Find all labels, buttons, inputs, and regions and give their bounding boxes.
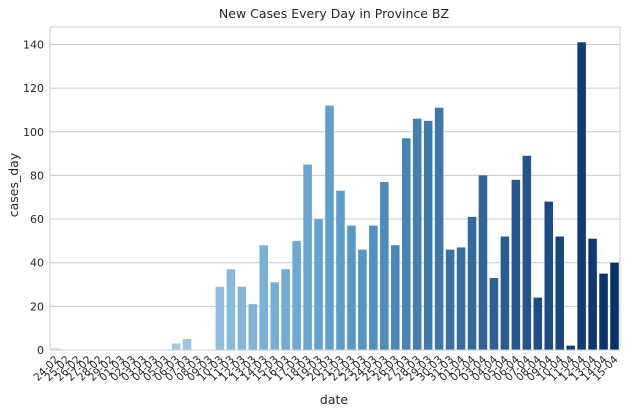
- x-axis-label: date: [320, 392, 348, 407]
- bar-05-04: [500, 236, 510, 350]
- bar-14-04: [599, 273, 608, 350]
- bar-25-03: [380, 181, 389, 350]
- bar-06-03: [171, 343, 181, 350]
- bar-04-04: [489, 277, 499, 350]
- chart-title: New Cases Every Day in Province BZ: [219, 6, 449, 21]
- bar-30-03: [434, 107, 444, 350]
- bar-13-03: [248, 304, 258, 350]
- bar-31-03: [445, 249, 455, 350]
- bar-13-04: [588, 238, 597, 350]
- bar-15-03: [270, 282, 279, 350]
- y-axis-label: cases_day: [6, 152, 21, 217]
- y-tick-labels: 0 20 40 60 80 100 120 140: [23, 38, 44, 357]
- bar-12-03: [237, 286, 247, 350]
- bar-19-03: [314, 219, 323, 350]
- bar-23-03: [358, 249, 367, 350]
- y-tick-label: 60: [30, 213, 44, 226]
- bar-29-03: [423, 120, 433, 350]
- bar-06-04: [511, 179, 521, 350]
- bar-16-03: [281, 269, 290, 350]
- y-tick-label: 0: [37, 344, 44, 357]
- bar-24-03: [369, 225, 378, 350]
- bar-12-04: [577, 42, 586, 350]
- bar-26-03: [391, 245, 400, 350]
- bar-01-04: [456, 247, 466, 350]
- bar-15-04: [610, 262, 619, 350]
- bar-24-02: [51, 347, 60, 350]
- bar-22-03: [347, 225, 356, 350]
- bar-11-03: [226, 269, 236, 350]
- bar-07-03: [182, 339, 192, 350]
- bar-10-03: [215, 286, 225, 350]
- bars: [51, 42, 619, 350]
- y-tick-label: 40: [30, 257, 44, 270]
- bar-20-03: [325, 105, 334, 350]
- y-tick-label: 100: [23, 126, 44, 139]
- bar-02-04: [467, 216, 477, 350]
- plot-area-frame: [49, 26, 621, 351]
- bar-03-04: [478, 175, 488, 350]
- x-tick-labels: 24-0225-0226-0227-0228-0229-0201-0302-03…: [32, 353, 621, 383]
- bar-09-04: [544, 201, 554, 350]
- bar-17-03: [292, 240, 301, 350]
- bar-07-04: [522, 155, 532, 350]
- bar-14-03: [259, 245, 269, 350]
- bar-11-04: [566, 345, 575, 350]
- bar-27-03: [401, 138, 411, 350]
- bar-18-03: [303, 164, 312, 350]
- bar-10-04: [555, 236, 564, 350]
- bar-08-04: [533, 297, 543, 350]
- y-tick-label: 120: [23, 82, 44, 95]
- y-tick-label: 20: [30, 300, 44, 313]
- y-tick-label: 80: [30, 169, 44, 182]
- y-tick-label: 140: [23, 38, 44, 51]
- bar-21-03: [336, 190, 345, 350]
- bar-28-03: [412, 118, 422, 350]
